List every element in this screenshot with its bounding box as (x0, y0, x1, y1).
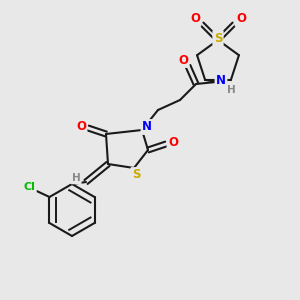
Text: O: O (190, 13, 200, 26)
Text: S: S (132, 169, 140, 182)
Text: O: O (236, 13, 246, 26)
Text: H: H (226, 85, 236, 95)
Text: N: N (142, 121, 152, 134)
Text: O: O (76, 119, 86, 133)
Text: S: S (214, 32, 222, 44)
Text: O: O (168, 136, 178, 148)
Text: O: O (178, 53, 188, 67)
Text: N: N (216, 74, 226, 86)
Text: Cl: Cl (23, 182, 35, 192)
Text: H: H (72, 173, 80, 183)
